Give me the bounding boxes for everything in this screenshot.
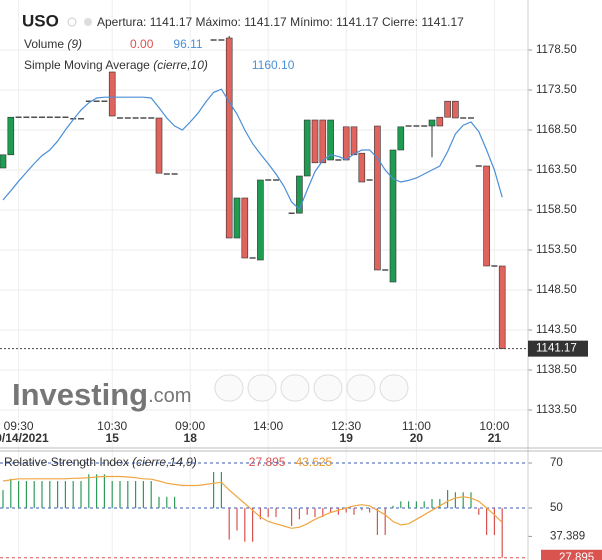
x-tick-date: 10/14/2021 (0, 431, 49, 445)
candle-body (452, 100, 459, 119)
eye-icon[interactable] (67, 17, 77, 27)
params: (cierre,10) (153, 58, 208, 72)
x-tick-date: 21 (488, 431, 502, 445)
y-tick-label: 1133.50 (536, 404, 577, 416)
candle-body (233, 197, 241, 239)
y-tick-label: 1138.50 (536, 364, 577, 376)
candle-body (327, 119, 334, 161)
nav-button[interactable] (379, 374, 409, 402)
nav-button[interactable] (280, 374, 310, 402)
x-tick-label: 10:00 (479, 419, 509, 433)
x-tick-label: 10:30 (97, 419, 127, 433)
candle-body (374, 125, 381, 271)
candle-body (311, 119, 319, 164)
rsi-badge (541, 549, 602, 560)
label: Volume (24, 37, 64, 51)
grid (0, 0, 532, 560)
nav-button[interactable] (346, 374, 376, 402)
candle-body (319, 119, 327, 164)
x-tick-date: 18 (184, 431, 198, 445)
candle-body (7, 116, 15, 156)
candle-body (108, 71, 116, 117)
gear-icon[interactable] (84, 18, 92, 26)
label: Cierre: (382, 15, 418, 29)
candle-body (444, 100, 451, 118)
y-tick-label: 1153.50 (536, 244, 577, 256)
value: 1141.17 (336, 15, 379, 29)
value: 1141.17 (244, 15, 287, 29)
candle-body (257, 179, 264, 261)
nav-button[interactable] (214, 374, 244, 402)
x-tick-label: 09:00 (175, 419, 205, 433)
candle-body (389, 149, 397, 283)
watermark: Investing.com (12, 377, 191, 412)
x-tick-label: 12:30 (331, 419, 361, 433)
y-tick-label: 1158.50 (536, 204, 577, 216)
label: Apertura: (97, 15, 146, 29)
x-tick-label: 11:00 (402, 419, 431, 433)
value: 96.11 (173, 37, 202, 51)
params: (9) (67, 37, 82, 51)
candle-body (350, 126, 358, 156)
nav-button[interactable] (313, 374, 343, 402)
candle-body (483, 165, 490, 267)
x-tick-date: 20 (410, 431, 424, 445)
candle-body (397, 126, 405, 151)
y-tick-label: 50 (550, 502, 563, 514)
last-price-label: 1141.17 (536, 343, 577, 355)
candle-body (155, 117, 163, 174)
symbol: USO (22, 11, 59, 30)
candle-body (241, 197, 249, 259)
rsi-legend: Relative Strength Index (cierre,14,9) 27.… (4, 455, 333, 469)
sma-line (2, 88, 503, 211)
value: 0.00 (130, 37, 154, 51)
nav-button[interactable] (247, 374, 277, 402)
params: (cierre,14,9) (132, 455, 197, 469)
label: Mínimo: (290, 15, 333, 29)
value: 1141.17 (421, 15, 464, 29)
candle-body (358, 152, 366, 183)
value: 1141.17 (150, 15, 193, 29)
value: 27.895 (249, 455, 286, 469)
candle-body (225, 37, 233, 239)
rsi-badge-label: 27.895 (559, 552, 594, 560)
watermark-brand: Investing (12, 377, 148, 412)
marks (0, 36, 528, 559)
nav-buttons[interactable] (214, 374, 409, 402)
x-tick-label: 14:00 (253, 419, 283, 433)
candle-body (303, 119, 311, 177)
y-tick-label: 1173.50 (536, 84, 577, 96)
last-price-badge (528, 340, 588, 357)
y-tick-label: 37.389 (550, 530, 585, 542)
y-tick-label: 1143.50 (536, 324, 577, 336)
y-tick-label: 1148.50 (536, 284, 577, 296)
label: Simple Moving Average (24, 58, 150, 72)
candle-body (428, 119, 436, 127)
label: Máximo: (196, 15, 241, 29)
volume-legend: Volume (9) 0.00 96.11 (24, 37, 203, 51)
y-tick-label: 70 (550, 457, 563, 469)
label: Relative Strength Index (4, 455, 129, 469)
y-tick-label: 1163.50 (536, 164, 577, 176)
x-tick-label: 09:30 (4, 419, 34, 433)
y-tick-label: 1168.50 (536, 124, 577, 136)
x-tick-date: 19 (340, 431, 354, 445)
sma-legend: Simple Moving Average (cierre,10) 1160.10 (24, 58, 295, 72)
signal-line (2, 475, 503, 529)
value: 43.625 (295, 455, 332, 469)
watermark-suffix: .com (148, 385, 191, 407)
candle-body (342, 126, 350, 161)
candle-body (436, 116, 444, 127)
x-tick-date: 15 (106, 431, 120, 445)
candle-body (0, 154, 7, 169)
ohlc-header: Apertura: 1141.17 Máximo: 1141.17 Mínimo… (97, 15, 464, 29)
candle-body (498, 265, 506, 349)
candle-body (296, 175, 303, 214)
y-tick-label: 1178.50 (536, 44, 577, 56)
value: 1160.10 (252, 58, 295, 72)
